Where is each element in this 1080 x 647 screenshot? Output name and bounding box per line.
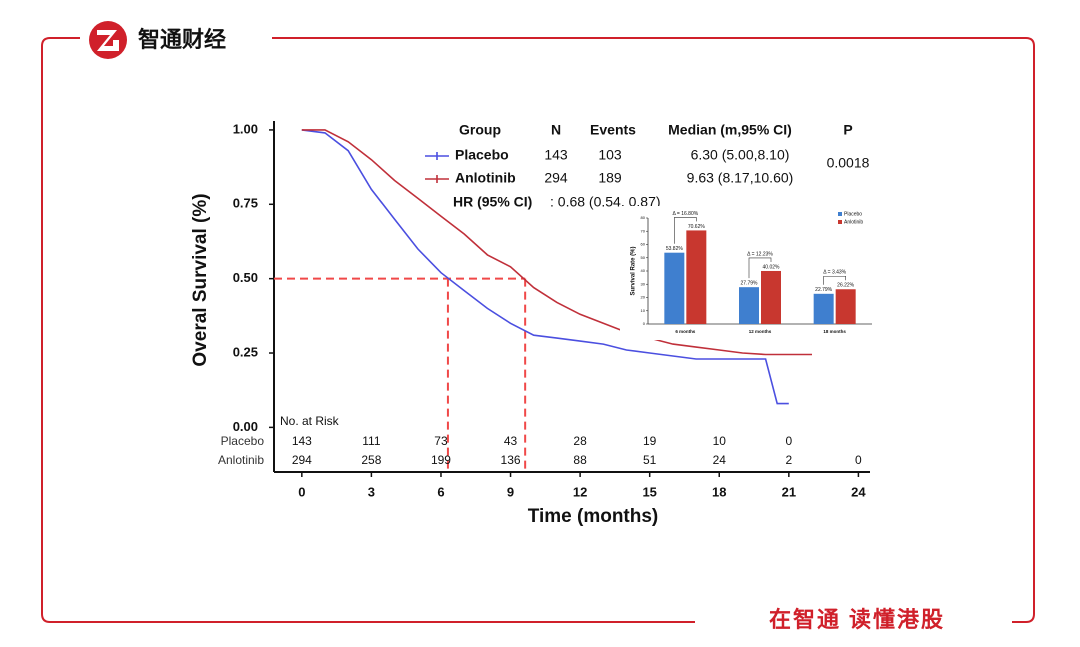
delta-bracket — [823, 275, 846, 285]
inset-bar — [664, 252, 685, 324]
risk-title: No. at Risk — [280, 414, 340, 428]
x-tick-label: 18 — [712, 484, 726, 499]
inset-category: 18 months — [823, 329, 846, 334]
inset-y-label: Survival Rate (%) — [631, 246, 637, 295]
x-tick-label: 15 — [642, 484, 656, 499]
risk-row-label: Anlotinib — [218, 453, 264, 467]
risk-row-label: Placebo — [221, 434, 265, 448]
inset-y-tick-label: 40 — [641, 268, 646, 273]
risk-count: 0 — [855, 453, 862, 467]
inset-bar — [686, 230, 707, 324]
inset-bar — [835, 289, 856, 324]
inset-y-tick-label: 0 — [643, 321, 646, 326]
inset-y-tick-label: 30 — [641, 281, 646, 286]
survival-curve — [301, 129, 789, 405]
inset-y-tick-label: 50 — [641, 255, 646, 260]
x-tick-label: 9 — [507, 484, 514, 499]
stats-cell: 189 — [598, 170, 622, 186]
stats-cell: 6.30 (5.00,8.10) — [691, 147, 790, 163]
x-tick-label: 24 — [851, 484, 866, 499]
risk-count: 10 — [713, 434, 727, 448]
y-tick-label: 0.50 — [233, 270, 258, 285]
delta-label: Δ = 16.80% — [672, 211, 698, 217]
survival-curve — [301, 129, 812, 356]
inset-legend-swatch — [838, 212, 842, 216]
inset-legend-label: Anlotinib — [844, 219, 863, 225]
legend-label: Placebo — [455, 147, 509, 163]
frame — [41, 37, 1035, 623]
hr-label: HR (95% CI) — [453, 194, 532, 210]
x-tick-label: 0 — [298, 484, 305, 499]
risk-count: 258 — [361, 453, 381, 467]
inset-category: 12 months — [749, 329, 772, 334]
risk-count: 136 — [501, 453, 521, 467]
risk-count: 111 — [362, 434, 381, 448]
inset-bar — [761, 270, 781, 324]
stats-cell: 9.63 (8.17,10.60) — [687, 170, 794, 186]
stats-cell: 294 — [544, 170, 568, 186]
delta-bracket — [674, 217, 697, 244]
stats-header: P — [843, 122, 852, 138]
risk-count: 0 — [785, 434, 792, 448]
stats-header: Events — [590, 122, 636, 138]
risk-count: 2 — [785, 453, 792, 467]
legend-label: Anlotinib — [455, 170, 516, 186]
inset-y-tick-label: 70 — [641, 228, 646, 233]
hr-value: : 0.68 (0.54, 0.87) — [550, 194, 661, 210]
inset-y-tick-label: 80 — [641, 215, 646, 220]
inset-category: 6 months — [675, 329, 695, 334]
inset-value-label: 70.62% — [688, 224, 706, 230]
delta-bracket — [748, 257, 772, 279]
inset-y-tick-label: 60 — [641, 242, 646, 247]
x-tick-label: 3 — [368, 484, 375, 499]
delta-label: Δ = 3.43% — [823, 270, 846, 276]
y-tick-label: 0.00 — [233, 419, 258, 434]
logo — [89, 21, 127, 59]
risk-count: 28 — [573, 434, 587, 448]
y-axis-label: Overal Survival (%) — [190, 193, 211, 366]
inset-legend-swatch — [838, 220, 842, 224]
x-tick-label: 6 — [437, 484, 444, 499]
inset-y-tick-label: 10 — [641, 308, 646, 313]
inset-bar — [813, 293, 834, 324]
y-tick-label: 1.00 — [233, 121, 258, 136]
risk-count: 43 — [504, 434, 518, 448]
inset-bar — [739, 287, 759, 324]
inset-value-label: 53.82% — [666, 246, 684, 252]
risk-count: 88 — [573, 453, 587, 467]
stats-header: Median (m,95% CI) — [668, 122, 792, 138]
risk-count: 73 — [434, 434, 448, 448]
x-axis-label: Time (months) — [528, 506, 659, 527]
risk-count: 199 — [431, 453, 451, 467]
logo-glyph — [97, 30, 119, 51]
risk-count: 294 — [292, 453, 312, 467]
risk-count: 24 — [713, 453, 727, 467]
inset-value-label: 40.02% — [763, 264, 781, 270]
risk-count: 51 — [643, 453, 657, 467]
inset-value-label: 26.22% — [837, 283, 855, 289]
inset-value-label: 22.79% — [815, 287, 833, 293]
risk-count: 143 — [292, 434, 312, 448]
stats-cell: 143 — [544, 147, 568, 163]
delta-label: Δ = 12.23% — [747, 251, 773, 257]
stats-cell: 103 — [598, 147, 622, 163]
inset-value-label: 27.79% — [741, 281, 759, 287]
y-tick-label: 0.25 — [233, 344, 258, 359]
y-tick-label: 0.75 — [233, 196, 258, 211]
slogan: 在智通 读懂港股 — [769, 607, 945, 632]
stats-header: Group — [459, 122, 501, 138]
p-value: 0.0018 — [827, 155, 870, 171]
inset-y-tick-label: 20 — [641, 295, 646, 300]
x-tick-label: 12 — [573, 484, 587, 499]
brand: 智通财经 — [138, 27, 226, 52]
x-tick-label: 21 — [782, 484, 796, 499]
inset-legend-label: Placebo — [844, 211, 862, 217]
stats-header: N — [551, 122, 561, 138]
risk-count: 19 — [643, 434, 657, 448]
